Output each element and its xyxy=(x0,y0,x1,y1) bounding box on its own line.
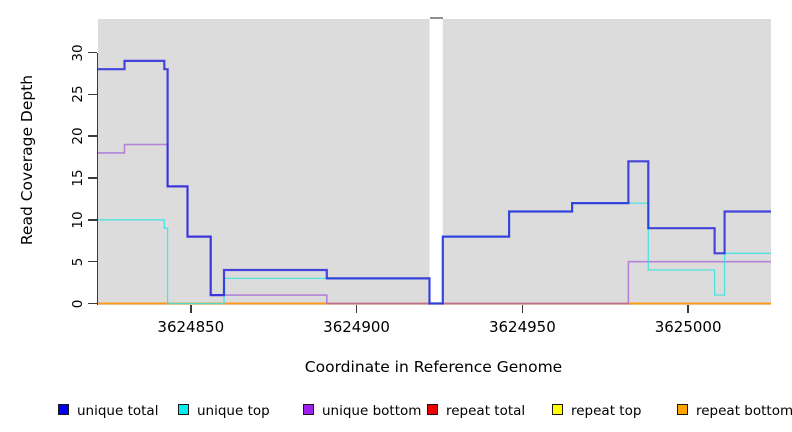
y-axis-line xyxy=(96,52,98,305)
y-tick-label: 0 xyxy=(70,299,86,308)
x-tick-label: 3625000 xyxy=(654,318,722,336)
x-tick-label: 3624950 xyxy=(488,318,556,336)
legend-label: unique top xyxy=(197,403,270,419)
series-unique-total xyxy=(98,59,771,305)
coverage-gap xyxy=(429,19,443,305)
legend-swatch-icon xyxy=(178,404,189,415)
y-tick xyxy=(87,260,97,263)
x-tick-label: 3624850 xyxy=(157,318,225,336)
y-tick-label: 30 xyxy=(70,43,86,62)
legend-label: repeat bottom xyxy=(696,403,792,419)
legend-label: unique bottom xyxy=(322,403,422,419)
legend-swatch-icon xyxy=(427,404,438,415)
y-tick xyxy=(87,219,97,221)
x-tick xyxy=(687,305,689,313)
y-tick-label: 5 xyxy=(70,257,86,266)
legend-label: repeat total xyxy=(446,403,526,419)
y-tick xyxy=(87,177,97,179)
legend-swatch-icon xyxy=(58,404,69,415)
y-tick-label: 15 xyxy=(70,169,86,187)
x-tick-label: 3624900 xyxy=(323,318,390,336)
legend-swatch-icon xyxy=(552,404,563,415)
y-tick xyxy=(87,51,97,54)
x-tick xyxy=(190,305,192,313)
x-tick xyxy=(355,305,358,313)
y-tick xyxy=(87,302,97,305)
legend-swatch-icon xyxy=(303,404,314,415)
legend-swatch-icon xyxy=(677,404,688,415)
y-axis-title: Read Coverage Depth xyxy=(18,74,36,246)
legend-label: unique total xyxy=(77,403,159,419)
x-axis-title: Coordinate in Reference Genome xyxy=(304,358,563,376)
y-tick-label: 10 xyxy=(70,211,86,229)
y-tick xyxy=(87,93,97,96)
coverage-chart-svg xyxy=(98,19,771,305)
y-tick xyxy=(87,135,97,137)
x-tick xyxy=(521,305,524,313)
y-tick-label: 25 xyxy=(70,85,86,103)
legend-label: repeat top xyxy=(571,403,642,419)
y-tick-label: 20 xyxy=(70,127,86,145)
gap-cap xyxy=(429,17,443,19)
